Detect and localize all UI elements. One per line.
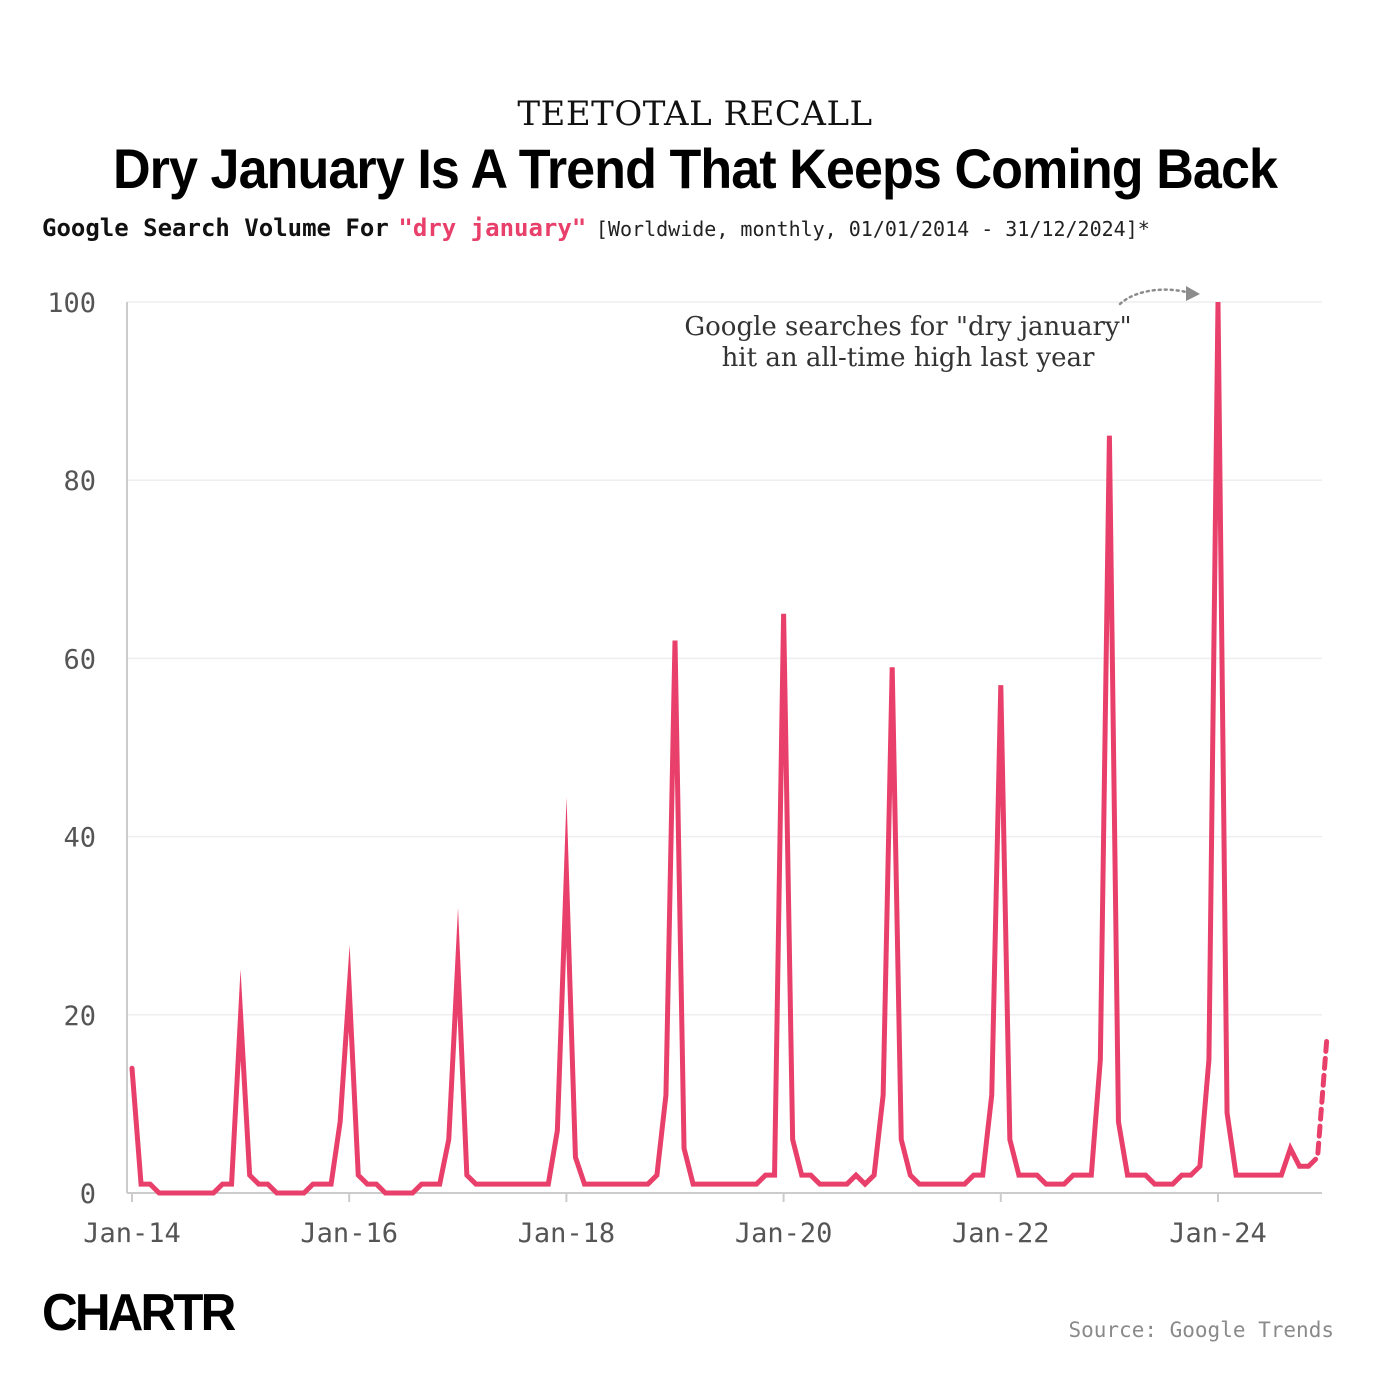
annotation-arrow bbox=[1118, 288, 1192, 306]
series-line bbox=[129, 301, 1311, 1196]
y-tick-label: 80 bbox=[63, 466, 96, 497]
x-tick-label: Jan-18 bbox=[518, 1218, 616, 1249]
chart-subtitle: Google Search Volume For "dry january" [… bbox=[42, 214, 1150, 242]
x-tick-label: Jan-24 bbox=[1169, 1218, 1267, 1249]
series-line-projected bbox=[1306, 1039, 1330, 1169]
y-tick-label: 0 bbox=[80, 1179, 96, 1210]
y-tick-label: 20 bbox=[63, 1001, 96, 1032]
source-note: Source: Google Trends bbox=[1068, 1318, 1334, 1342]
x-tick-label: Jan-22 bbox=[952, 1218, 1050, 1249]
x-tick-label: Jan-20 bbox=[735, 1218, 833, 1249]
x-tick-label: Jan-14 bbox=[83, 1218, 181, 1249]
chart-title: Dry January Is A Trend That Keeps Coming… bbox=[112, 137, 1278, 200]
annotation-arrowhead bbox=[1186, 286, 1200, 301]
subtitle-search-term: "dry january" bbox=[398, 214, 587, 242]
y-tick-label: 100 bbox=[47, 288, 96, 319]
kicker: TEETOTAL RECALL bbox=[517, 94, 873, 134]
peak-annotation: Google searches for "dry january" hit an… bbox=[648, 312, 1168, 374]
x-tick-label: Jan-16 bbox=[300, 1218, 398, 1249]
subtitle-parameters: [Worldwide, monthly, 01/01/2014 - 31/12/… bbox=[595, 217, 1150, 241]
y-tick-label: 60 bbox=[63, 644, 96, 675]
y-tick-label: 40 bbox=[63, 823, 96, 854]
subtitle-main: Google Search Volume For bbox=[42, 214, 389, 242]
annotation-line-2: hit an all-time high last year bbox=[721, 343, 1095, 373]
chartr-logo: CHARTR bbox=[42, 1284, 236, 1342]
annotation-line-1: Google searches for "dry january" bbox=[684, 312, 1132, 342]
